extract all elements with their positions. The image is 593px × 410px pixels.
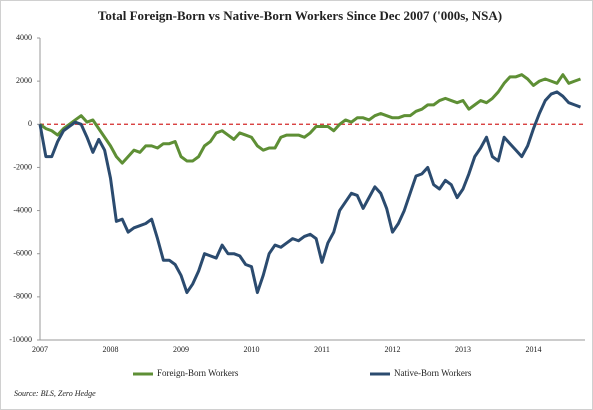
y-tick-label: -8000 bbox=[13, 292, 32, 301]
x-tick-label: 2008 bbox=[103, 345, 119, 354]
x-tick-label: 2010 bbox=[244, 345, 260, 354]
y-tick-label: -4000 bbox=[13, 205, 32, 214]
y-tick-label: -2000 bbox=[13, 162, 32, 171]
y-tick-label: -10000 bbox=[9, 335, 32, 344]
legend-label: Foreign-Born Workers bbox=[157, 368, 239, 378]
series-line bbox=[38, 90, 582, 295]
x-tick-label: 2014 bbox=[526, 345, 542, 354]
x-tick-label: 2007 bbox=[32, 345, 48, 354]
series-line bbox=[39, 73, 582, 165]
legend-label: Native-Born Workers bbox=[394, 368, 472, 378]
source: Source: BLS, Zero Hedge bbox=[14, 389, 96, 398]
x-tick-label: 2013 bbox=[455, 345, 471, 354]
chart-title: Total Foreign-Born vs Native-Born Worker… bbox=[98, 8, 502, 23]
y-tick-label: -6000 bbox=[13, 249, 32, 258]
y-tick-label: 4000 bbox=[16, 33, 32, 42]
y-tick-label: 2000 bbox=[16, 76, 32, 85]
x-tick-label: 2009 bbox=[173, 345, 189, 354]
x-tick-label: 2011 bbox=[314, 345, 330, 354]
x-tick-label: 2012 bbox=[385, 345, 401, 354]
y-tick-label: 0 bbox=[28, 119, 32, 128]
